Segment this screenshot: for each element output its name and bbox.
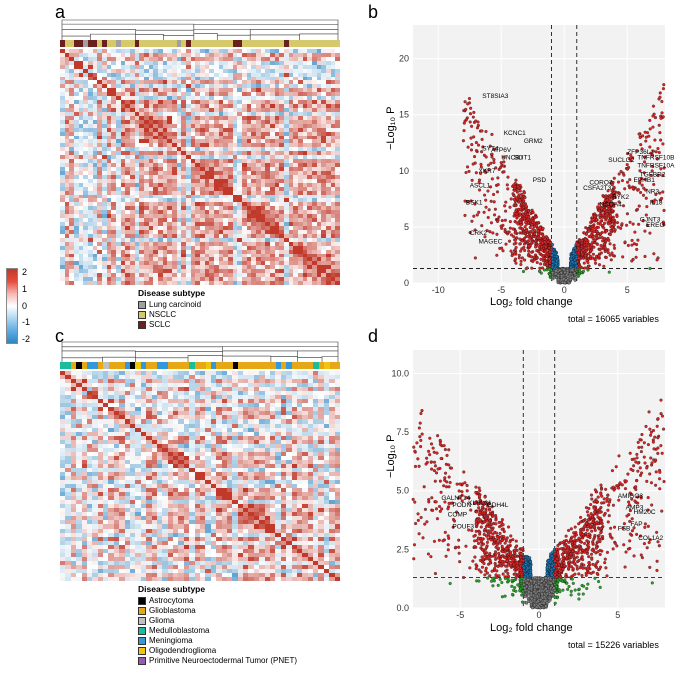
svg-text:0: 0	[562, 285, 567, 295]
panel-c-annotation-bar	[60, 362, 340, 369]
panel-d-label: d	[368, 326, 378, 347]
panel-c-heatmap	[60, 340, 340, 598]
svg-text:15: 15	[399, 110, 409, 120]
svg-text:TNFRSF10B: TNFRSF10B	[637, 155, 674, 162]
panel-b-xlabel: Log₂ fold change	[490, 296, 573, 308]
svg-text:ST8SIA3: ST8SIA3	[482, 93, 508, 100]
svg-text:BSK1: BSK1	[466, 199, 483, 206]
svg-text:CRK2: CRK2	[470, 230, 488, 237]
panel-a-annotation-bar	[60, 40, 340, 47]
svg-text:10: 10	[399, 166, 409, 176]
panel-d-ylabel: −Log₁₀ P	[385, 435, 397, 478]
panel-d-volcano: GALNT14PODNKLHL31CDH4LCOMPPOUF3AMIGO3AMP…	[413, 350, 665, 608]
svg-text:-10: -10	[432, 285, 445, 295]
legend-item: Lung carcinoid	[138, 300, 205, 310]
legend-title: Disease subtype	[138, 584, 297, 594]
legend-item: Medulloblastoma	[138, 626, 297, 636]
svg-text:ATP6V: ATP6V	[491, 147, 512, 154]
svg-text:RYK2: RYK2	[612, 194, 629, 201]
heatmap-colorbar: 210-1-2	[6, 268, 28, 344]
svg-text:GRM2: GRM2	[524, 138, 543, 145]
legend-item: Glioblastoma	[138, 606, 297, 616]
legend-item: Astrocytoma	[138, 596, 297, 606]
panel-b-label: b	[368, 2, 378, 23]
legend-item: SCLC	[138, 320, 205, 330]
svg-text:CSFA2T3: CSFA2T3	[583, 185, 612, 192]
panel-d-total: total = 15226 variables	[568, 640, 659, 650]
svg-text:0: 0	[404, 278, 409, 288]
svg-text:PSD: PSD	[533, 177, 547, 184]
svg-text:ASCL1: ASCL1	[470, 183, 491, 190]
svg-text:5: 5	[404, 222, 409, 232]
svg-text:NCOA4: NCOA4	[599, 202, 622, 209]
legend-title: Disease subtype	[138, 288, 205, 298]
svg-text:EPHB1: EPHB1	[634, 177, 656, 184]
svg-text:IL18: IL18	[650, 199, 663, 206]
svg-text:SLIT1: SLIT1	[514, 155, 532, 162]
panel-a-heatmap	[60, 18, 340, 301]
svg-text:SUCLG2: SUCLG2	[608, 157, 634, 164]
svg-text:5: 5	[625, 285, 630, 295]
colorbar-gradient	[6, 268, 18, 344]
legend-item: Meningioma	[138, 636, 297, 646]
panel-b-ylabel: −Log₁₀ P	[385, 107, 397, 150]
colorbar-ticks: 210-1-2	[22, 264, 30, 348]
panel-c-legend: Disease subtype AstrocytomaGlioblastomaG…	[138, 584, 297, 666]
svg-text:TNFRSF10A: TNFRSF10A	[637, 162, 675, 169]
svg-text:MAGEC: MAGEC	[479, 239, 503, 246]
panel-d-xlabel: Log₂ fold change	[490, 622, 573, 634]
svg-text:NR3: NR3	[646, 188, 659, 195]
legend-item: NSCLC	[138, 310, 205, 320]
svg-text:KCNC1: KCNC1	[504, 130, 526, 137]
panel-a-heatmap-grid	[60, 49, 340, 285]
panel-b-volcano: ST8SIA3KCNC1GRM2SYT4ATP6VUNC80SLIT1XKR7A…	[413, 25, 665, 283]
panel-c-dendrogram	[60, 340, 340, 362]
svg-text:20: 20	[399, 54, 409, 64]
legend-item: Oligodendroglioma	[138, 646, 297, 656]
svg-text:GJNT3: GJNT3	[640, 216, 661, 223]
panel-b-total: total = 16065 variables	[568, 314, 659, 324]
panel-c-heatmap-grid	[60, 371, 340, 581]
legend-item: Primitive Neuroectodermal Tumor (PNET)	[138, 656, 297, 666]
svg-text:-5: -5	[497, 285, 505, 295]
legend-item: Glioma	[138, 616, 297, 626]
panel-a-legend: Disease subtype Lung carcinoidNSCLCSCLC	[138, 288, 205, 330]
svg-text:XKR7: XKR7	[479, 168, 496, 175]
panel-a-dendrogram	[60, 18, 340, 40]
